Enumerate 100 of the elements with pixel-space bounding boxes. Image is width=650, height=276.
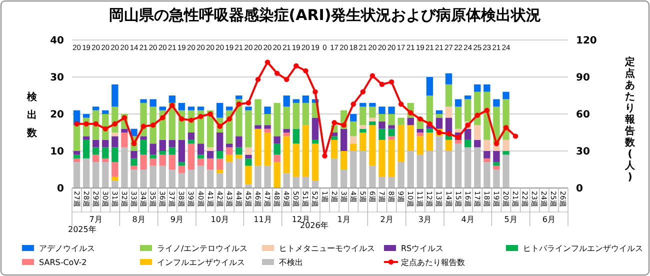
bar (340, 170, 348, 188)
bar (121, 147, 128, 188)
bar (168, 140, 176, 148)
bar (454, 106, 462, 129)
bar (216, 158, 224, 170)
point (360, 89, 366, 94)
bar (245, 154, 252, 158)
point (188, 118, 194, 123)
bar (340, 128, 348, 151)
bar (102, 162, 109, 188)
bar (388, 136, 395, 140)
bar (360, 132, 366, 151)
legend-label: RSウイルス (401, 244, 444, 253)
bar (130, 170, 138, 188)
y-axis-title: 検出数 (26, 91, 38, 139)
bar (264, 132, 271, 166)
text: 4月 (461, 215, 474, 224)
bar (206, 170, 214, 188)
point (264, 60, 270, 65)
text: 2025年 (68, 225, 96, 234)
bar (121, 132, 128, 148)
bar (73, 154, 80, 158)
bar (216, 173, 224, 188)
point (503, 124, 509, 130)
bar (360, 151, 366, 188)
bar (388, 128, 395, 136)
bar (360, 102, 366, 107)
bar (197, 166, 204, 188)
bar (454, 140, 462, 144)
text: 定点あたり報告数(人) (625, 57, 635, 183)
bar (302, 102, 310, 126)
bar (274, 162, 280, 188)
point (226, 116, 232, 122)
bar (140, 136, 147, 140)
bar (369, 118, 376, 122)
bar (350, 144, 357, 151)
bar (140, 154, 147, 170)
bar (150, 154, 156, 158)
y-tick-label: 40 (50, 36, 64, 46)
bar (445, 73, 452, 84)
bar (360, 125, 366, 129)
point (379, 82, 385, 87)
point (484, 108, 490, 113)
bar (292, 144, 300, 177)
bar (216, 102, 224, 118)
bar (493, 170, 500, 188)
bar (73, 151, 80, 155)
bar (112, 176, 118, 181)
y2-tick-label: 30 (576, 146, 590, 158)
bar (292, 176, 300, 188)
bar (369, 102, 376, 107)
bar (283, 128, 290, 132)
point (122, 115, 128, 120)
bar (426, 151, 434, 188)
bar (159, 140, 166, 151)
bar (292, 99, 300, 103)
legend-label: 不検出 (279, 258, 303, 267)
bar (274, 154, 280, 162)
text: 6月 (542, 215, 556, 224)
bar (464, 147, 472, 188)
point (341, 122, 346, 128)
legend-label: ライノ/エンテロウイルス (157, 244, 248, 253)
point (246, 100, 252, 106)
bar (484, 158, 490, 162)
point (102, 126, 108, 132)
bar (378, 128, 386, 140)
text: 10月 (210, 215, 229, 224)
bar (254, 128, 262, 166)
text: 12月 (292, 215, 310, 224)
bar (197, 158, 204, 166)
point (84, 121, 89, 126)
bar (445, 151, 452, 188)
point (370, 73, 376, 78)
bar (216, 132, 224, 151)
bar (350, 136, 357, 144)
bar (226, 154, 233, 162)
bar (216, 170, 224, 174)
legend-label: ヒトパラインフルエンザウイルス (523, 244, 643, 253)
bar (407, 151, 414, 188)
bar (264, 128, 271, 132)
bar (388, 114, 395, 126)
bar (474, 125, 481, 140)
bar (283, 96, 290, 107)
bar (474, 84, 481, 92)
bar (130, 151, 138, 158)
bar (398, 162, 404, 188)
bar (236, 147, 242, 155)
bar (245, 166, 252, 184)
bar (150, 99, 156, 107)
legend-label: ヒトメタニューモウイルス (279, 244, 375, 253)
bar (264, 125, 271, 129)
bar (398, 118, 404, 126)
bar (102, 110, 109, 114)
bar (302, 125, 310, 177)
bar (112, 162, 118, 177)
point (332, 120, 337, 126)
bar (245, 106, 252, 110)
point (418, 116, 423, 122)
bar (436, 118, 443, 129)
bar (312, 118, 319, 140)
